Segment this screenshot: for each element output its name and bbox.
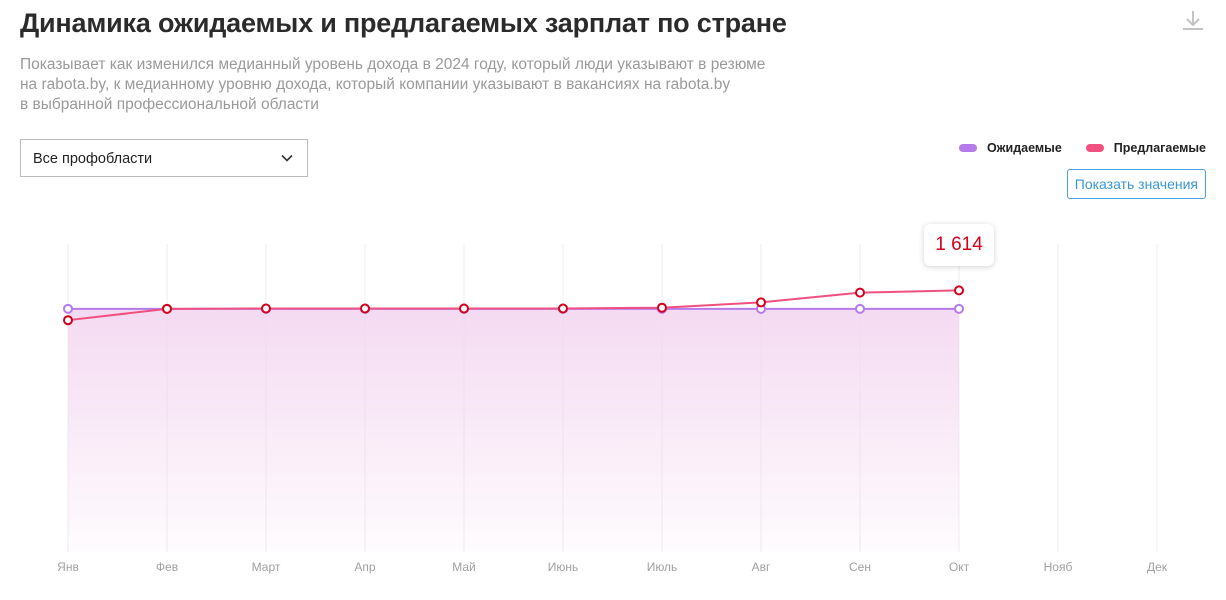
point-offered[interactable] (756, 297, 766, 308)
legend-label-expected: Ожидаемые (986, 141, 1062, 155)
point-offered[interactable] (261, 303, 271, 314)
legend-item-expected[interactable]: Ожидаемые (958, 141, 1062, 155)
x-tick-label: Дек (1147, 560, 1168, 574)
x-tick-label: Март (252, 560, 281, 574)
point-offered[interactable] (954, 285, 964, 296)
legend-item-offered[interactable]: Предлагаемые (1085, 141, 1206, 155)
x-tick-label: Окт (949, 560, 970, 574)
x-tick-label: Июль (647, 560, 678, 574)
profarea-select-value: Все профобласти (33, 151, 153, 167)
chart-legend: Ожидаемые Предлагаемые (958, 141, 1206, 155)
series-line-offered (67, 289, 960, 322)
area-expected (68, 308, 959, 552)
point-offered[interactable] (558, 303, 568, 314)
point-offered[interactable] (855, 287, 865, 298)
legend-swatch-offered (1085, 144, 1104, 152)
x-tick-label: Апр (354, 560, 376, 574)
page-subtitle: Показывает как изменился медианный урове… (20, 55, 820, 115)
subtitle-line: в выбранной профессиональной области (20, 96, 319, 113)
show-values-button[interactable]: Показать значения (1066, 169, 1206, 199)
point-offered[interactable] (657, 302, 667, 313)
legend-label-offered: Предлагаемые (1113, 141, 1206, 155)
download-button[interactable] (1180, 8, 1206, 34)
x-tick-label: Нояб (1044, 560, 1073, 574)
subtitle-line: Показывает как изменился медианный урове… (20, 56, 766, 73)
point-offered[interactable] (459, 303, 469, 314)
chevron-down-icon (281, 154, 293, 162)
profarea-select[interactable]: Все профобласти (20, 139, 308, 177)
x-tick-label: Июнь (548, 560, 579, 574)
point-offered[interactable] (162, 303, 172, 314)
point-offered[interactable] (63, 315, 73, 326)
value-tooltip: 1 614 (924, 224, 994, 266)
x-tick-label: Янв (57, 560, 79, 574)
legend-swatch-expected (958, 144, 977, 152)
download-icon (1183, 11, 1203, 30)
point-expected[interactable] (954, 303, 964, 314)
point-expected[interactable] (63, 303, 73, 314)
point-offered[interactable] (360, 303, 370, 314)
subtitle-line: на rabota.by, к медианному уровню дохода… (20, 76, 731, 93)
x-tick-label: Фев (156, 560, 178, 574)
page-title: Динамика ожидаемых и предлагаемых зарпла… (20, 8, 787, 38)
x-tick-label: Сен (849, 560, 871, 574)
point-expected[interactable] (855, 303, 865, 314)
x-tick-label: Авг (752, 560, 771, 574)
x-tick-label: Май (452, 560, 476, 574)
